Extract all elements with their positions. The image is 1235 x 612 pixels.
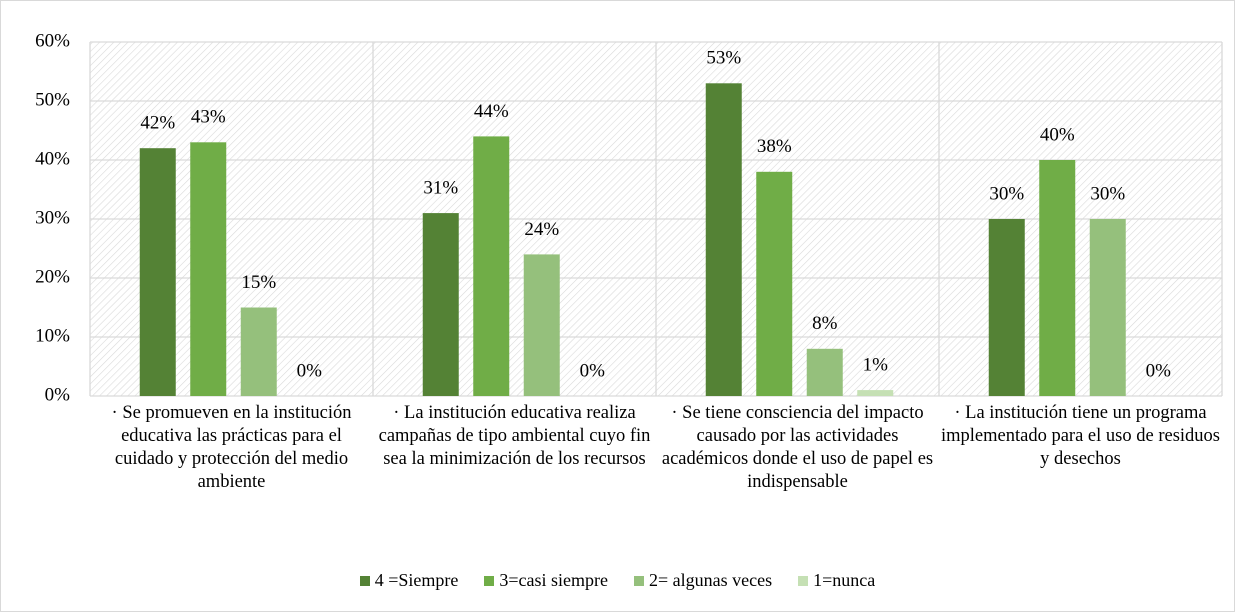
legend-swatch	[798, 575, 809, 586]
x-tick-label: · La institución educativa realiza campa…	[378, 403, 651, 469]
legend-item: 4 =Siempre	[359, 570, 459, 591]
legend-item: 1=nunca	[798, 570, 875, 591]
legend: 4 =Siempre 3=casi siempre 2= algunas veces…	[0, 570, 1235, 591]
bar	[705, 83, 742, 397]
data-label: 30%	[989, 183, 1024, 204]
bar	[139, 148, 176, 396]
bar	[473, 136, 510, 396]
legend-swatch	[484, 575, 495, 586]
bar	[240, 307, 277, 396]
data-label: 1%	[863, 354, 889, 375]
y-tick-label: 50%	[35, 89, 70, 110]
y-tick-label: 30%	[35, 207, 70, 228]
legend-item: 2= algunas veces	[634, 570, 772, 591]
data-label: 40%	[1040, 124, 1075, 145]
data-label: 42%	[140, 113, 175, 134]
x-tick-label: · Se tiene consciencia del impacto causa…	[661, 403, 934, 492]
data-label: 53%	[706, 48, 741, 69]
data-label: 31%	[423, 177, 458, 198]
data-label: 24%	[524, 219, 559, 240]
y-tick-label: 40%	[35, 148, 70, 169]
legend-item: 3=casi siempre	[484, 570, 608, 591]
legend-label: 4 =Siempre	[374, 570, 459, 590]
data-label: 15%	[241, 272, 276, 293]
data-label: 0%	[580, 360, 606, 381]
legend-label: 3=casi siempre	[499, 570, 608, 590]
bar	[1039, 160, 1076, 396]
data-label: 43%	[191, 107, 226, 128]
x-tick-label: · Se promueven en la institución educati…	[111, 403, 352, 492]
bar	[756, 171, 793, 396]
y-tick-label: 0%	[45, 384, 71, 405]
y-tick-label: 10%	[35, 325, 70, 346]
data-label: 38%	[757, 136, 792, 157]
bar	[806, 348, 843, 396]
legend-swatch	[359, 575, 370, 586]
x-tick-label: · La institución tiene un programa imple…	[941, 403, 1220, 469]
data-label: 0%	[297, 360, 323, 381]
legend-swatch	[634, 575, 644, 586]
bar	[190, 142, 227, 396]
y-tick-label: 60%	[35, 30, 70, 51]
data-label: 44%	[474, 101, 509, 122]
data-label: 30%	[1090, 183, 1125, 204]
bar	[523, 254, 560, 396]
legend-label: 2= algunas veces	[649, 570, 773, 590]
bar	[988, 219, 1025, 396]
legend-label: 1=nunca	[813, 570, 876, 590]
bar	[1089, 219, 1126, 396]
data-label: 8%	[812, 313, 838, 334]
bar	[422, 213, 459, 396]
data-label: 0%	[1146, 360, 1172, 381]
y-tick-label: 20%	[35, 266, 70, 287]
bar	[857, 390, 894, 396]
